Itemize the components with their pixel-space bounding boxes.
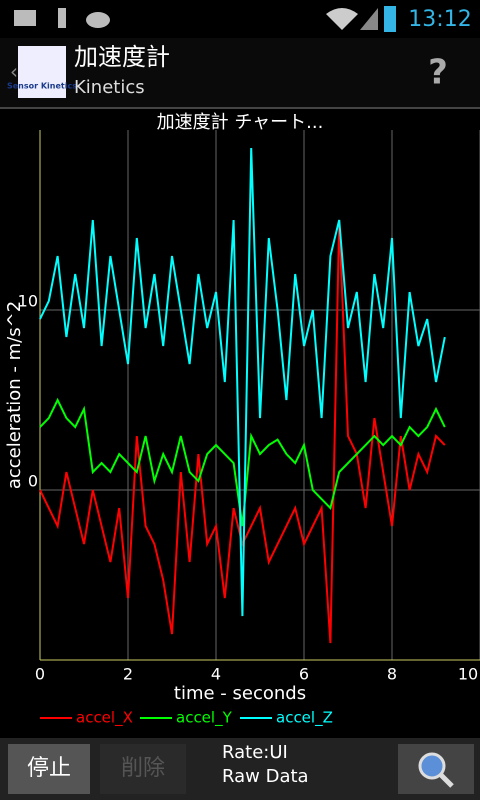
- x-tick-label: 2: [123, 665, 133, 684]
- mode-label: Raw Data: [222, 766, 309, 787]
- android-icon: [86, 12, 110, 28]
- usb-icon: [58, 8, 66, 28]
- y-tick-label: 0: [28, 472, 38, 491]
- clock: 13:12: [408, 7, 471, 32]
- action-bar: [0, 38, 480, 108]
- x-axis-label: time - seconds: [174, 683, 306, 704]
- legend-label: accel_Z: [276, 709, 333, 728]
- x-tick-label: 10: [458, 665, 478, 684]
- status-bar: [0, 0, 480, 38]
- battery-icon: [384, 6, 396, 32]
- help-button[interactable]: ?: [428, 53, 448, 93]
- legend-label: accel_Y: [176, 709, 233, 728]
- x-tick-label: 0: [35, 665, 45, 684]
- zoom-icon: [418, 752, 446, 780]
- y-axis-label: acceleration - m/s^2: [4, 301, 25, 489]
- chart-title: 加速度計 チャート...: [157, 112, 324, 133]
- app-subtitle: Kinetics: [74, 77, 145, 98]
- chart: 加速度計 チャート... 0 2 4 6 8 10 0 10 time - seconds acce…: [4, 112, 480, 728]
- signal-icon: [360, 8, 378, 30]
- data-line: [39, 147, 446, 617]
- y-tick-label: 10: [18, 292, 38, 311]
- legend-label: accel_X: [76, 709, 133, 728]
- app-title: 加速度計: [74, 43, 170, 71]
- app-icon[interactable]: [18, 46, 66, 98]
- rate-label: Rate:UI: [222, 742, 288, 763]
- delete-label: 削除: [121, 756, 165, 781]
- mail-icon: [14, 10, 36, 26]
- x-tick-label: 4: [211, 665, 221, 684]
- x-tick-label: 8: [387, 665, 397, 684]
- data-line: [39, 397, 446, 527]
- delete-button: [100, 744, 186, 794]
- stop-button[interactable]: [8, 744, 90, 794]
- stop-label: 停止: [27, 756, 71, 781]
- zoom-icon-handle: [439, 773, 454, 788]
- data-line: [39, 219, 446, 644]
- up-caret[interactable]: ‹: [10, 60, 18, 84]
- x-tick-label: 6: [299, 665, 309, 684]
- app-icon-text: Sensor Kinetics: [7, 82, 77, 91]
- wifi-icon: [326, 8, 358, 30]
